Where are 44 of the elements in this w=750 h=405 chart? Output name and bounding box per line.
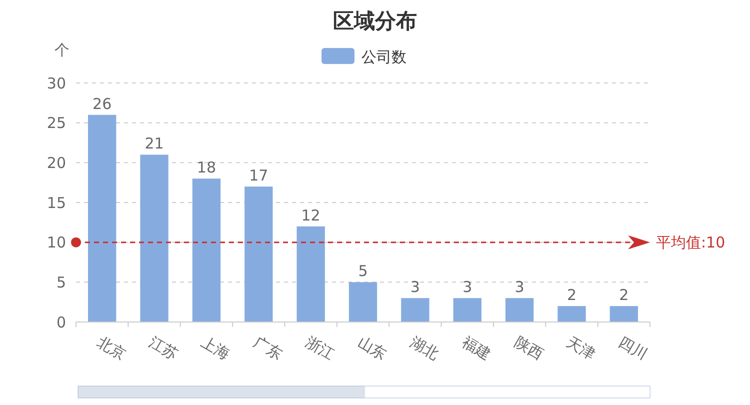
y-tick-label: 10 <box>46 234 66 252</box>
data-label: 26 <box>92 94 112 113</box>
data-label: 18 <box>196 158 216 177</box>
x-tick-label: 北京 <box>94 332 129 364</box>
data-label: 2 <box>566 286 576 304</box>
y-tick-label: 30 <box>46 74 66 92</box>
bar <box>244 186 273 322</box>
x-tick-label: 湖北 <box>406 332 442 364</box>
data-label: 17 <box>249 166 268 185</box>
bar <box>401 298 430 322</box>
y-tick-label: 25 <box>46 114 66 132</box>
data-label: 3 <box>410 278 420 296</box>
x-tick-label: 四川 <box>616 332 651 364</box>
x-tick-label: 上海 <box>198 332 234 364</box>
data-label: 5 <box>358 262 368 280</box>
data-label: 12 <box>301 206 320 224</box>
ref-line-label: 平均值:10 <box>656 234 726 252</box>
bar <box>348 282 378 322</box>
y-tick-label: 0 <box>56 313 66 332</box>
y-tick-label: 20 <box>46 154 66 172</box>
bar <box>558 306 586 322</box>
bar <box>610 306 638 322</box>
x-tick-label: 山东 <box>354 332 390 364</box>
x-tick-label: 天津 <box>563 332 598 364</box>
data-label: 3 <box>514 278 524 296</box>
bar <box>192 178 221 322</box>
data-label: 3 <box>462 278 472 296</box>
y-axis-title: 个 <box>54 41 70 59</box>
bar <box>140 154 168 322</box>
legend-label: 公司数 <box>362 48 406 66</box>
bar <box>88 114 116 322</box>
x-tick-label: 浙江 <box>302 332 338 364</box>
bar <box>505 298 534 322</box>
x-tick-label: 陕西 <box>511 332 546 364</box>
chart-title: 区域分布 <box>333 9 417 33</box>
data-label: 21 <box>144 134 164 153</box>
y-tick-label: 15 <box>46 194 66 212</box>
bar <box>453 298 482 322</box>
x-tick-label: 江苏 <box>146 332 182 364</box>
x-tick-label: 福建 <box>459 332 494 364</box>
x-tick-label: 广东 <box>250 332 286 364</box>
y-tick-label: 5 <box>56 273 66 292</box>
data-label: 2 <box>619 286 629 304</box>
bar <box>296 226 325 322</box>
